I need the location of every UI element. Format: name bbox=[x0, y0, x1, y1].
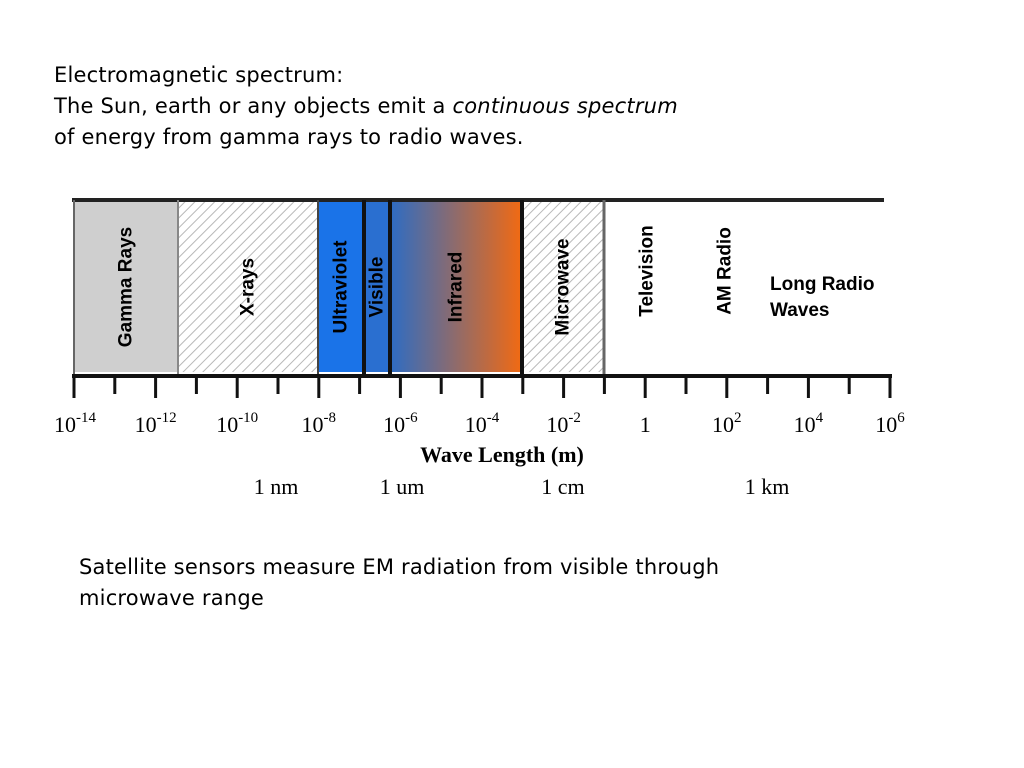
band-gamma-rays bbox=[74, 202, 178, 372]
band-label-television: Television bbox=[637, 225, 658, 317]
tick-label: 102 bbox=[712, 410, 742, 437]
tick-label: 10-14 bbox=[54, 410, 96, 437]
intro-sentence-end: of energy from gamma rays to radio waves… bbox=[54, 125, 524, 149]
band-am-radio bbox=[690, 202, 760, 372]
long-radio-label-line1: Long Radio bbox=[770, 274, 874, 295]
tick-group bbox=[72, 376, 892, 398]
intro-emphasis: continuous spectrum bbox=[452, 94, 678, 118]
tick-label: 1 bbox=[640, 412, 651, 437]
intro-text: Electromagnetic spectrum: The Sun, earth… bbox=[54, 60, 678, 153]
note-line-1: Satellite sensors measure EM radiation f… bbox=[79, 555, 720, 579]
tick-label: 10-12 bbox=[135, 410, 177, 437]
band-label-am-radio: AM Radio bbox=[715, 227, 736, 315]
axis-title: Wave Length (m) bbox=[420, 442, 584, 467]
band-label-visible: Visible bbox=[367, 257, 388, 318]
band-group: Gamma Rays X-rays Ultraviolet Visible Infrar… bbox=[73, 200, 760, 374]
band-ultraviolet bbox=[318, 202, 364, 372]
reference-label-km: 1 km bbox=[745, 474, 790, 499]
band-label-gamma-rays: Gamma Rays bbox=[116, 227, 137, 347]
tick-label: 106 bbox=[875, 410, 905, 437]
tick-label: 10-8 bbox=[302, 410, 337, 437]
tick-label: 10-4 bbox=[465, 410, 500, 437]
tick-label: 10-10 bbox=[216, 410, 258, 437]
band-label-ultraviolet: Ultraviolet bbox=[331, 240, 352, 334]
tick-label: 104 bbox=[794, 410, 824, 437]
band-label-microwave: Microwave bbox=[553, 238, 574, 335]
tick-label-group: 10-14 10-12 10-10 10-8 10-6 10-4 10-2 1 102 104 10… bbox=[54, 410, 905, 437]
intro-sentence-prefix: The Sun, earth or any objects emit a bbox=[54, 94, 453, 118]
note-line-2: microwave range bbox=[79, 586, 264, 610]
band-television bbox=[604, 202, 690, 372]
tick-label: 10-2 bbox=[546, 410, 581, 437]
intro-heading: Electromagnetic spectrum: bbox=[54, 63, 344, 87]
band-visible bbox=[364, 202, 390, 372]
tick-label: 10-6 bbox=[383, 410, 418, 437]
long-radio-label-line2: Waves bbox=[770, 300, 830, 321]
satellite-note: Satellite sensors measure EM radiation f… bbox=[79, 552, 719, 614]
band-label-x-rays: X-rays bbox=[238, 258, 259, 316]
band-label-infrared: Infrared bbox=[446, 252, 467, 323]
intro-sentence-line: The Sun, earth or any objects emit a con… bbox=[54, 91, 678, 122]
reference-label-um: 1 um bbox=[380, 474, 425, 499]
band-microwave bbox=[522, 202, 604, 372]
band-infrared bbox=[390, 202, 522, 372]
band-x-rays bbox=[178, 202, 318, 372]
reference-label-nm: 1 nm bbox=[254, 474, 299, 499]
reference-label-cm: 1 cm bbox=[541, 474, 584, 499]
